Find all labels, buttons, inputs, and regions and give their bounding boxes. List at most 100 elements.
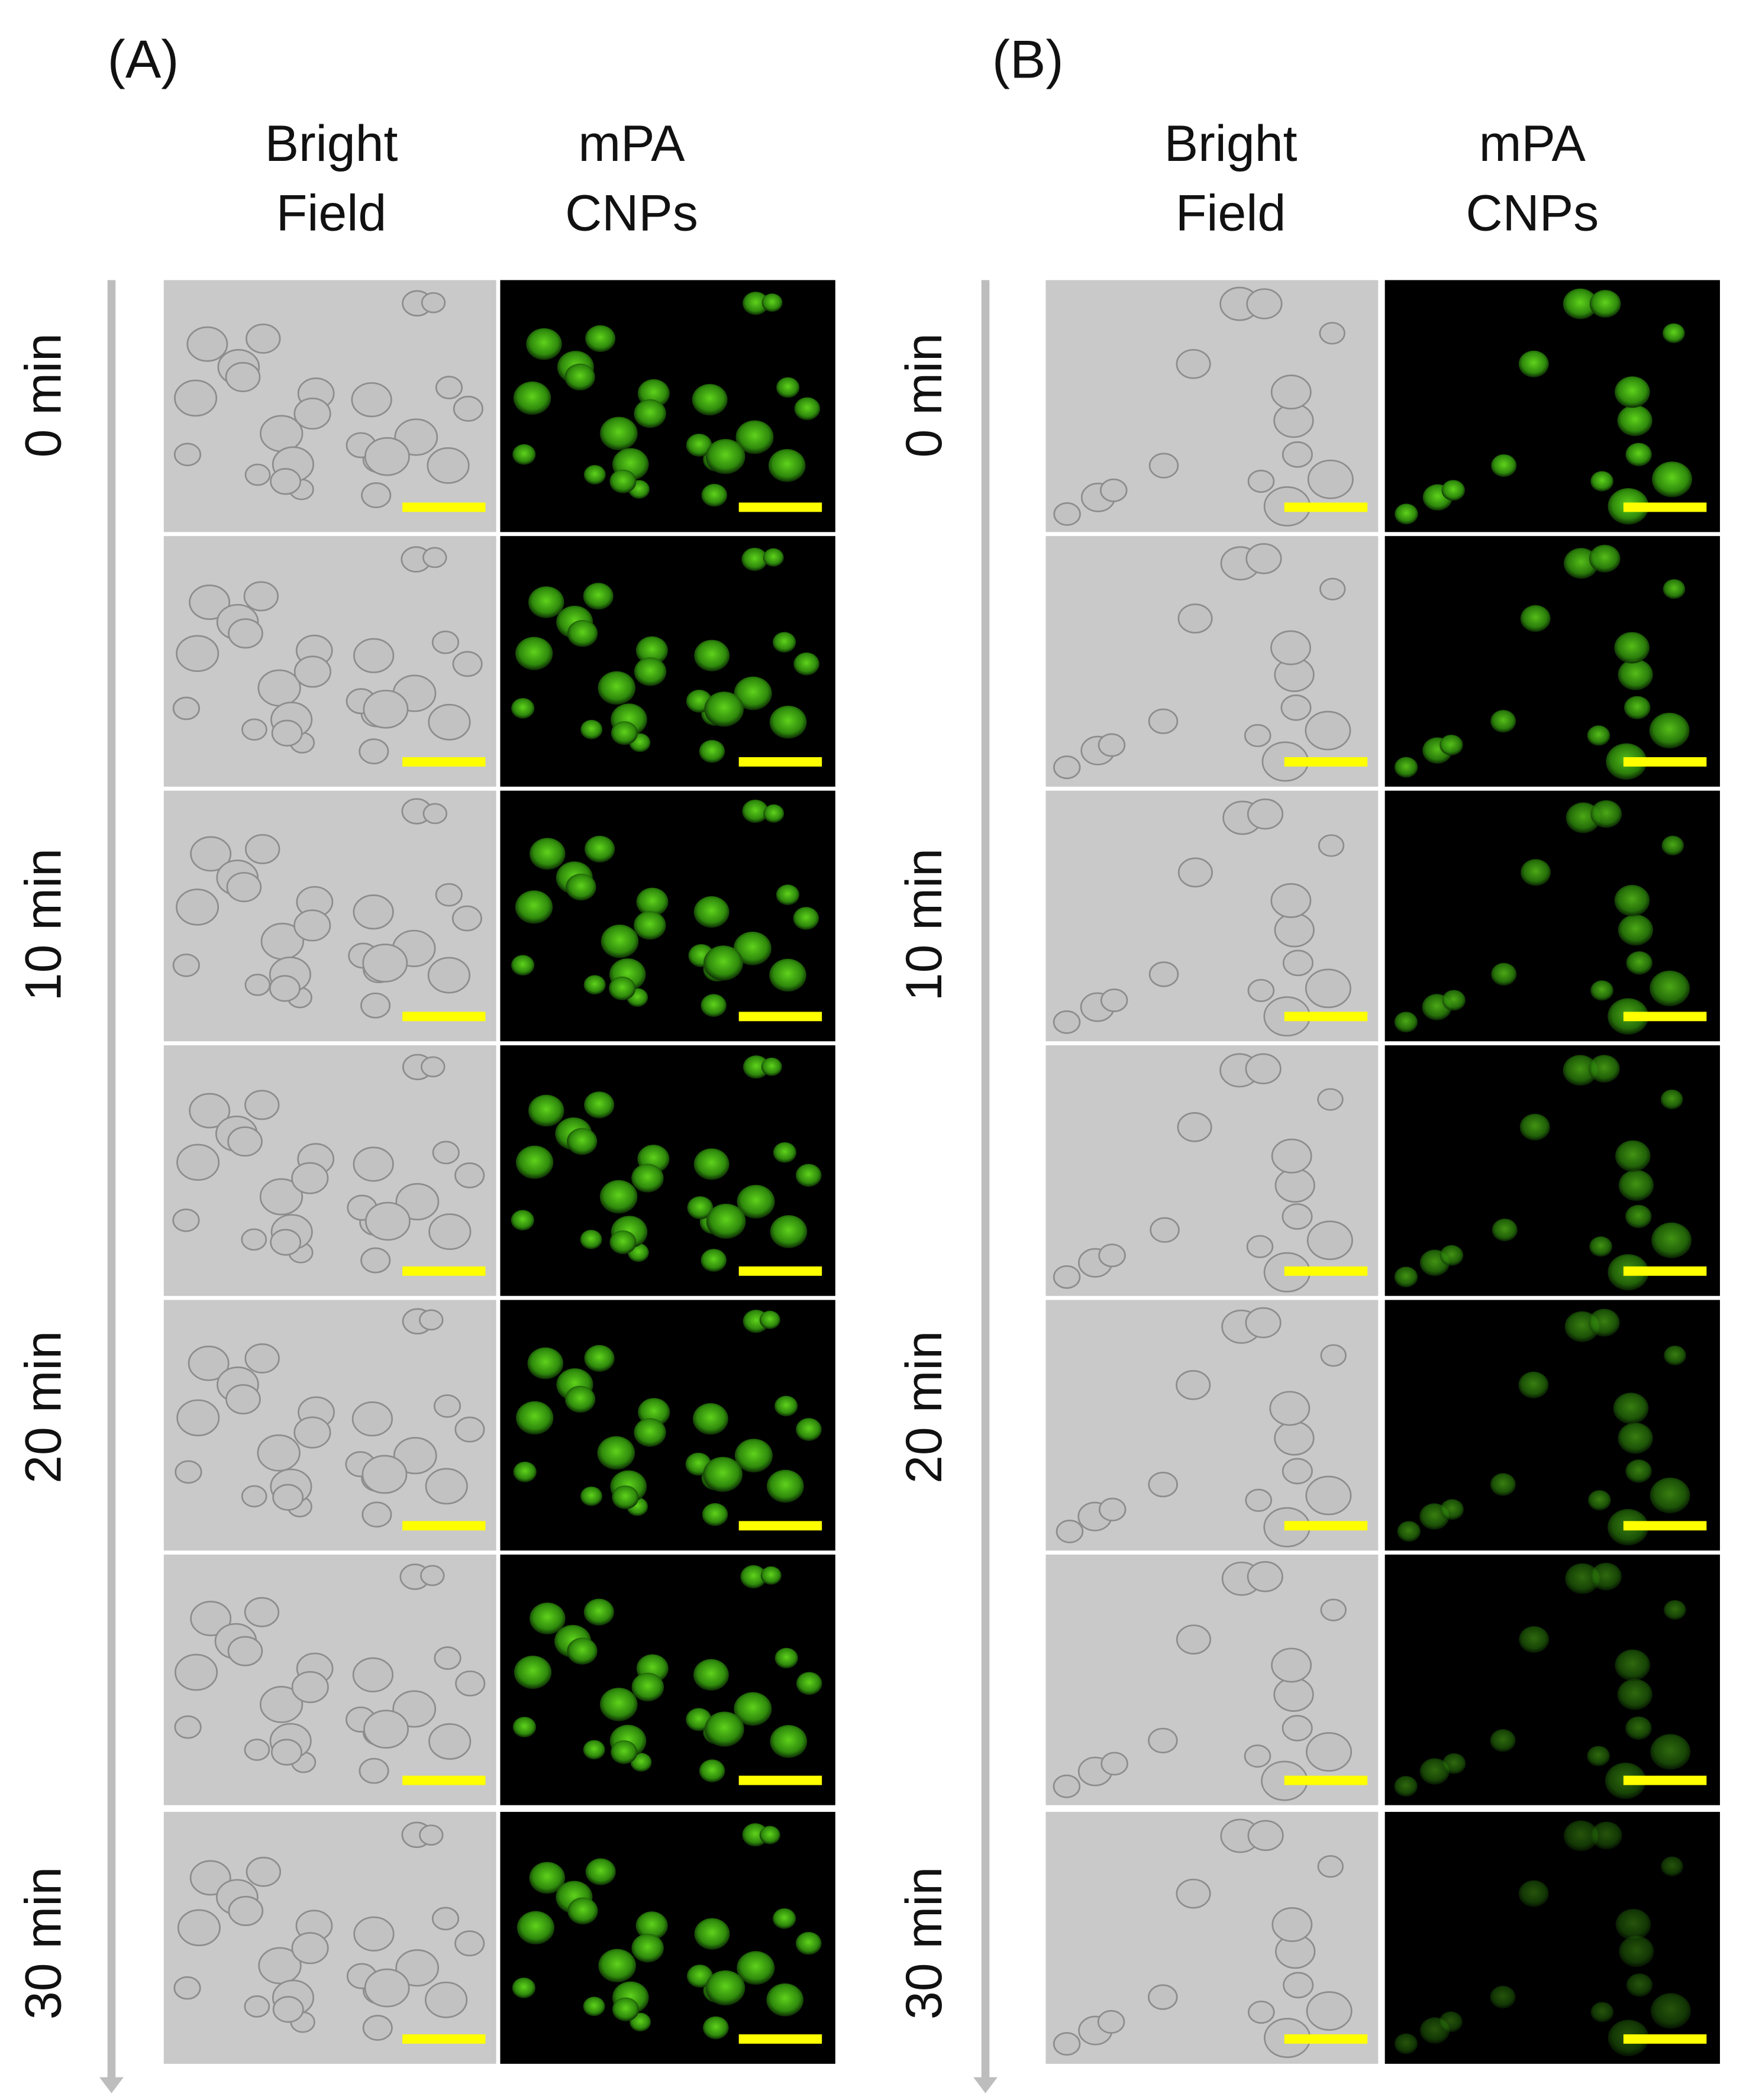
- fluorescent-cell: [511, 1210, 534, 1231]
- fluorescent-cell: [515, 1145, 554, 1179]
- fluorescent-cell: [693, 1148, 730, 1180]
- cell: [293, 909, 331, 942]
- fluorescent-cell: [694, 1918, 730, 1950]
- fluorescent-cell: [611, 721, 638, 745]
- fluorescent-cell: [795, 1931, 822, 1955]
- fluorescent-cell: [599, 1180, 638, 1214]
- fluorescent-cell: [1490, 1729, 1516, 1752]
- fluorescent-cell: [741, 547, 768, 571]
- fluorescent-cell: [1518, 350, 1549, 377]
- fluorescent-cell: [701, 483, 728, 507]
- cell: [174, 1715, 202, 1739]
- cell: [173, 1976, 201, 2000]
- fluorescence-image: [500, 790, 835, 1042]
- cell: [227, 1636, 263, 1666]
- fluorescent-cell: [1614, 632, 1650, 664]
- bright-field-image: [163, 1811, 496, 2064]
- cell: [360, 1247, 391, 1274]
- cell: [1053, 755, 1081, 780]
- bright-field-image: [163, 280, 496, 532]
- cell: [360, 992, 391, 1019]
- fluorescent-cell: [512, 1717, 536, 1738]
- fluorescent-cell: [585, 325, 616, 353]
- fluorescent-cell: [1520, 605, 1551, 632]
- fluorescent-cell: [796, 1672, 822, 1695]
- cell: [353, 1146, 394, 1182]
- cell: [1282, 1458, 1313, 1485]
- fluorescent-cell: [631, 1934, 664, 1963]
- fluorescent-cell: [701, 1249, 727, 1272]
- fluorescent-cell: [706, 1203, 746, 1239]
- fluorescent-cell: [687, 1196, 714, 1220]
- fluorescent-cell: [567, 1637, 598, 1665]
- cell: [244, 833, 280, 864]
- fluorescent-cell: [530, 838, 566, 870]
- fluorescent-cell: [1650, 970, 1690, 1007]
- fluorescent-cell: [567, 620, 598, 647]
- cell: [1319, 577, 1346, 600]
- fluorescent-cell: [793, 907, 819, 930]
- scale-bar: [402, 1775, 486, 1785]
- column-header: Bright: [1164, 115, 1297, 172]
- scale-bar: [738, 1012, 822, 1022]
- cell: [424, 1981, 468, 2018]
- fluorescent-cell: [1590, 2002, 1614, 2023]
- fluorescent-cell: [686, 434, 712, 457]
- cell: [1176, 1624, 1212, 1655]
- fluorescent-cell: [704, 692, 744, 727]
- fluorescence-image: [500, 536, 835, 787]
- fluorescent-cell: [584, 1091, 615, 1119]
- fluorescent-cell: [1519, 1113, 1550, 1141]
- fluorescence-image: [500, 280, 835, 532]
- cell: [1053, 1010, 1081, 1034]
- cell: [453, 396, 483, 422]
- cell: [1247, 469, 1275, 493]
- fluorescent-cell: [1563, 1055, 1598, 1086]
- panel-label: (B): [992, 30, 1064, 89]
- fluorescent-cell: [612, 1997, 640, 2021]
- cell: [422, 547, 447, 568]
- scale-bar: [1623, 2034, 1707, 2044]
- scale-bar: [1284, 1521, 1368, 1531]
- fluorescent-cell: [529, 1862, 566, 1894]
- scale-bar: [738, 502, 822, 512]
- fluorescent-cell: [1664, 1345, 1686, 1366]
- cell: [257, 1434, 301, 1472]
- fluorescent-cell: [1626, 951, 1652, 975]
- fluorescent-cell: [512, 1978, 535, 1998]
- cell: [174, 379, 218, 417]
- cell: [244, 1090, 280, 1120]
- cell: [419, 1309, 444, 1331]
- cell: [259, 1686, 304, 1723]
- cell: [1177, 1112, 1212, 1142]
- fluorescent-cell: [1394, 1267, 1418, 1288]
- cell: [1247, 2000, 1275, 2024]
- fluorescent-cell: [1590, 471, 1613, 492]
- cell: [1271, 1907, 1313, 1942]
- fluorescent-cell: [1663, 579, 1686, 599]
- fluorescent-cell: [566, 873, 596, 901]
- cell: [1100, 1752, 1128, 1776]
- cell: [427, 447, 470, 484]
- cell: [1306, 1732, 1353, 1772]
- cell: [432, 1141, 460, 1165]
- cell: [1244, 1744, 1271, 1768]
- time-label-bg: [893, 301, 963, 489]
- fluorescent-cell: [794, 397, 821, 421]
- cell: [244, 1343, 280, 1374]
- fluorescent-cell: [1521, 859, 1551, 886]
- fluorescent-cell: [769, 958, 806, 992]
- fluorescent-cell: [1661, 835, 1684, 856]
- scale-bar: [402, 502, 486, 512]
- cell: [1245, 1053, 1282, 1084]
- fluorescent-cell: [703, 945, 743, 981]
- fluorescent-cell: [511, 698, 535, 719]
- cell: [257, 669, 301, 707]
- cell: [173, 442, 202, 467]
- fluorescent-cell: [733, 931, 772, 965]
- fluorescent-cell: [759, 1310, 780, 1329]
- cell: [243, 581, 279, 612]
- fluorescent-cell: [583, 583, 614, 610]
- fluorescent-cell: [1394, 2033, 1418, 2054]
- fluorescent-cell: [1591, 1821, 1622, 1850]
